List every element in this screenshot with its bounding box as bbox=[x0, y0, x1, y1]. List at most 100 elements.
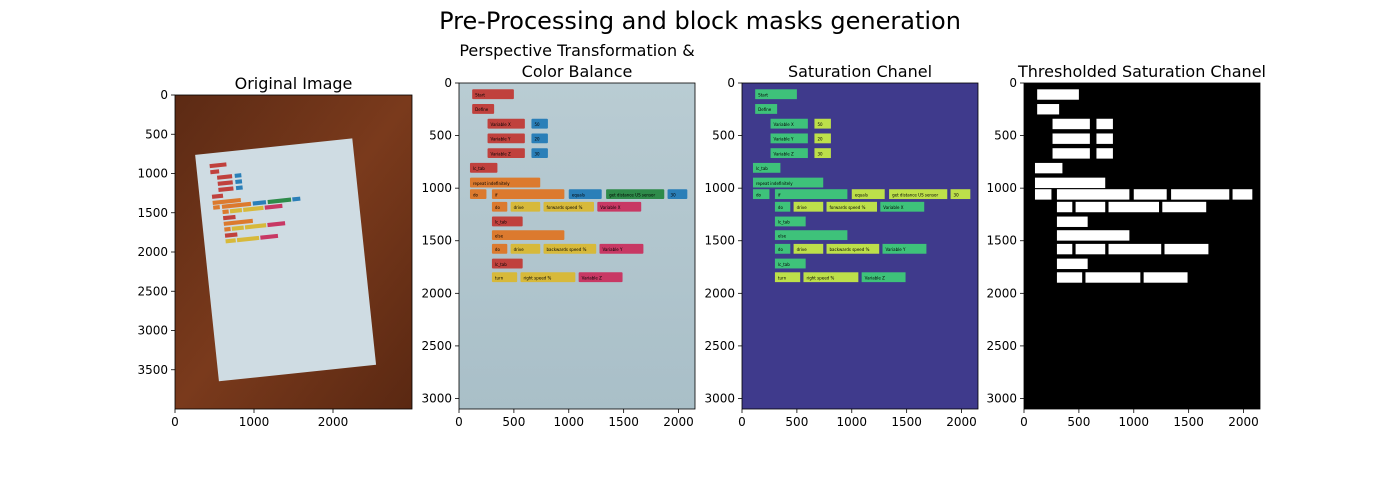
mask-block bbox=[1052, 148, 1090, 159]
block-label: Variable X bbox=[883, 205, 903, 210]
code-block bbox=[543, 201, 595, 212]
block-label: Variable Z bbox=[865, 275, 885, 280]
saturated-block bbox=[861, 272, 906, 283]
block-label: else bbox=[778, 233, 787, 238]
x-tick-label: 2000 bbox=[663, 415, 694, 429]
code-block bbox=[599, 243, 644, 254]
y-tick-label: 1000 bbox=[986, 181, 1017, 195]
y-tick-label: 1500 bbox=[986, 234, 1017, 248]
saturated-block bbox=[774, 272, 801, 283]
mask-block bbox=[1052, 118, 1090, 130]
axes-frame bbox=[741, 82, 979, 410]
panel-image bbox=[175, 95, 412, 409]
photo-block bbox=[267, 221, 286, 228]
y-tick-label: 2000 bbox=[421, 286, 452, 300]
panel-perspective-color-balance: Start Define Variable X 50 Variable Y 20 Varia… bbox=[421, 41, 696, 429]
block-label: 20 bbox=[534, 137, 540, 142]
x-tick-label: 1500 bbox=[891, 415, 922, 429]
mask-block bbox=[1056, 216, 1088, 227]
saturated-block bbox=[755, 104, 778, 114]
photo-block bbox=[260, 233, 279, 240]
code-block bbox=[491, 230, 565, 241]
photo-block bbox=[223, 218, 254, 226]
block-label: Variable X bbox=[774, 122, 794, 127]
code-block bbox=[667, 189, 688, 200]
saturated-block bbox=[774, 216, 806, 227]
block-label: Define bbox=[475, 107, 489, 112]
x-tick-label: 1500 bbox=[608, 415, 639, 429]
photo-block bbox=[231, 225, 244, 231]
axes-title: Original Image bbox=[235, 74, 353, 93]
block-label: Variable Y bbox=[886, 247, 906, 252]
y-tick-label: 1500 bbox=[704, 234, 735, 248]
block-label: Variable Y bbox=[774, 137, 794, 142]
block-label: equals bbox=[855, 192, 868, 197]
saturated-block bbox=[752, 177, 824, 188]
y-tick-label: 2500 bbox=[137, 284, 168, 298]
photo-block bbox=[210, 169, 220, 175]
code-block bbox=[543, 243, 597, 254]
saturated-block bbox=[752, 189, 770, 200]
code-block bbox=[510, 243, 541, 254]
y-tick-label: 1000 bbox=[137, 167, 168, 181]
photo-block bbox=[229, 208, 243, 214]
block-label: 50 bbox=[534, 122, 540, 127]
code-block bbox=[472, 104, 495, 114]
block-label: lc_tab bbox=[778, 220, 790, 225]
code-block bbox=[597, 201, 642, 212]
mask-block bbox=[1096, 118, 1113, 130]
code-block bbox=[578, 272, 623, 283]
saturated-block bbox=[774, 258, 806, 269]
code-block bbox=[531, 148, 548, 159]
saturated-block bbox=[889, 189, 948, 200]
photo-block bbox=[221, 201, 252, 209]
x-tick-label: 2000 bbox=[946, 415, 977, 429]
y-tick-label: 0 bbox=[160, 88, 168, 102]
y-tick-label: 2000 bbox=[704, 286, 735, 300]
saturated-block bbox=[770, 133, 808, 144]
block-label: get distance US sensor bbox=[892, 192, 938, 197]
photo-block bbox=[216, 174, 233, 180]
x-tick-label: 0 bbox=[738, 415, 746, 429]
block-label: forwards speed % bbox=[830, 205, 866, 210]
saturated-block bbox=[851, 189, 885, 200]
code-block bbox=[469, 189, 487, 200]
mask-block bbox=[1096, 148, 1113, 159]
block-label: if bbox=[778, 192, 781, 197]
block-label: backwards speed % bbox=[547, 247, 587, 252]
photo-block bbox=[235, 185, 243, 191]
mask-block bbox=[1232, 189, 1253, 200]
mask-block bbox=[1171, 189, 1230, 200]
code-block bbox=[491, 216, 523, 227]
photo-block bbox=[212, 197, 242, 205]
panel-saturation-channel: Start Define Variable X 50 Variable Y 20 Varia… bbox=[704, 62, 979, 429]
y-tick-label: 0 bbox=[1009, 76, 1017, 90]
saturated-block bbox=[880, 201, 925, 212]
block-label: forwards speed % bbox=[547, 205, 583, 210]
code-block bbox=[487, 148, 525, 159]
code-block bbox=[491, 201, 508, 212]
photo-block bbox=[267, 197, 292, 205]
code-block bbox=[469, 177, 541, 188]
mask-block bbox=[1056, 258, 1088, 270]
block-label: do bbox=[778, 247, 784, 252]
block-label: do bbox=[473, 192, 479, 197]
block-label: Variable Y bbox=[603, 247, 623, 252]
axes-frame bbox=[458, 82, 696, 410]
saturated-block bbox=[814, 148, 831, 159]
y-tick-label: 3000 bbox=[421, 391, 452, 405]
y-tick-label: 2000 bbox=[986, 286, 1017, 300]
y-tick-label: 3000 bbox=[986, 391, 1017, 405]
paper-sheet bbox=[195, 138, 377, 382]
mask-block bbox=[1034, 177, 1106, 189]
x-tick-label: 2000 bbox=[318, 415, 349, 429]
code-block bbox=[510, 201, 541, 212]
y-tick-label: 0 bbox=[444, 76, 452, 90]
y-tick-label: 3500 bbox=[137, 363, 168, 377]
photo-block bbox=[211, 193, 224, 199]
saturated-block bbox=[774, 189, 848, 200]
suptitle: Pre-Processing and block masks generatio… bbox=[439, 7, 961, 35]
saturated-block bbox=[793, 201, 824, 212]
